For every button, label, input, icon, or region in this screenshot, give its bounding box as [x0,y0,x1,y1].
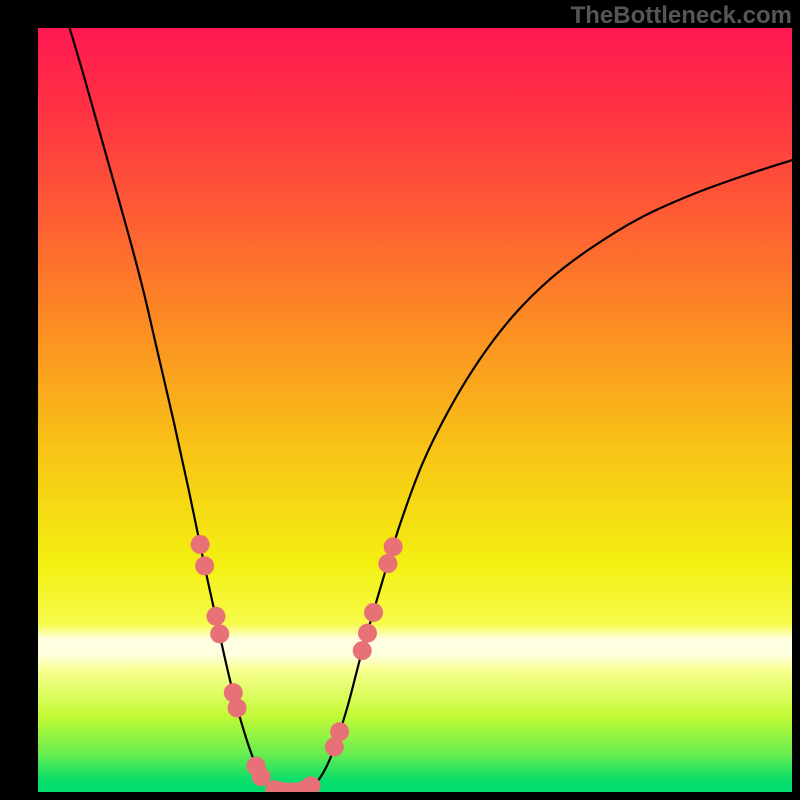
data-marker [353,641,372,660]
chart-container: TheBottleneck.com [0,0,800,800]
data-marker [358,624,377,643]
data-marker [384,537,403,556]
data-marker [378,554,397,573]
data-marker [191,535,210,554]
watermark-text: TheBottleneck.com [571,2,792,30]
chart-svg [38,28,792,792]
data-marker [364,603,383,622]
data-marker [330,722,349,741]
data-marker [195,556,214,575]
data-marker [206,607,225,626]
plot-area [38,28,792,792]
data-marker [228,698,247,717]
data-marker [210,624,229,643]
gradient-background [38,28,792,792]
